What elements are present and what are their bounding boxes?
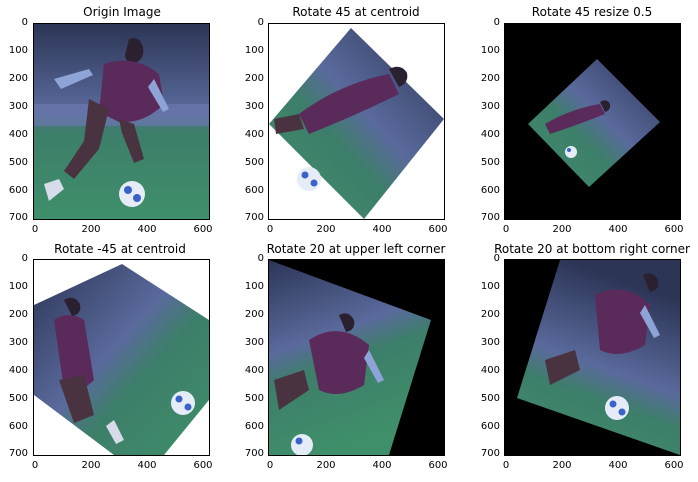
image-svg xyxy=(34,24,209,219)
y-tick-label: 500 xyxy=(8,393,28,404)
x-tick-label: 600 xyxy=(428,460,448,471)
image-svg xyxy=(528,59,660,187)
y-tick-label: 700 xyxy=(480,448,500,459)
image-svg xyxy=(34,264,209,455)
image-svg xyxy=(269,24,444,219)
x-tick-label: 200 xyxy=(316,224,336,235)
x-tick-label: 400 xyxy=(372,224,392,235)
x-tick-label: 600 xyxy=(664,460,684,471)
y-tick-label: 400 xyxy=(244,365,264,376)
y-tick-label: 600 xyxy=(8,185,28,196)
y-tick-label: 500 xyxy=(480,157,500,168)
y-tick-label: 600 xyxy=(244,185,264,196)
x-tick-label: 400 xyxy=(137,224,157,235)
y-tick-label: 100 xyxy=(8,45,28,56)
y-tick-label: 600 xyxy=(8,421,28,432)
image-axes xyxy=(33,259,210,456)
image-content xyxy=(269,24,444,219)
y-tick-label: 600 xyxy=(480,421,500,432)
y-tick-label: 200 xyxy=(8,309,28,320)
y-tick-label: 300 xyxy=(480,337,500,348)
y-tick-label: 0 xyxy=(493,17,500,28)
y-tick-label: 500 xyxy=(244,393,264,404)
x-tick-label: 600 xyxy=(193,460,213,471)
y-tick-label: 300 xyxy=(480,101,500,112)
y-tick-label: 400 xyxy=(480,365,500,376)
y-tick-label: 100 xyxy=(244,281,264,292)
subplot-title: Rotate 20 at bottom right corner xyxy=(494,242,690,256)
image-axes xyxy=(504,259,681,456)
x-tick-label: 0 xyxy=(266,224,274,235)
x-tick-label: 0 xyxy=(31,224,39,235)
y-tick-label: 200 xyxy=(480,73,500,84)
y-tick-label: 700 xyxy=(244,212,264,223)
subplot-title: Rotate 20 at upper left corner xyxy=(266,242,446,256)
x-tick-label: 0 xyxy=(502,460,510,471)
x-tick-label: 200 xyxy=(552,460,572,471)
x-tick-label: 200 xyxy=(552,224,572,235)
y-tick-label: 700 xyxy=(8,448,28,459)
x-tick-label: 0 xyxy=(502,224,510,235)
subplot-title: Rotate 45 resize 0.5 xyxy=(531,5,653,19)
x-tick-label: 400 xyxy=(137,460,157,471)
y-tick-label: 0 xyxy=(493,253,500,264)
image-content xyxy=(505,260,680,455)
image-content xyxy=(269,260,444,455)
image-axes xyxy=(33,23,210,220)
x-tick-label: 600 xyxy=(193,224,213,235)
y-tick-label: 700 xyxy=(8,212,28,223)
y-tick-label: 400 xyxy=(244,129,264,140)
y-tick-label: 400 xyxy=(8,365,28,376)
y-tick-label: 200 xyxy=(8,73,28,84)
y-tick-label: 300 xyxy=(8,101,28,112)
y-tick-label: 100 xyxy=(480,45,500,56)
y-tick-label: 700 xyxy=(244,448,264,459)
y-tick-label: 500 xyxy=(8,157,28,168)
x-tick-label: 200 xyxy=(81,460,101,471)
y-tick-label: 0 xyxy=(21,17,28,28)
y-tick-label: 700 xyxy=(480,212,500,223)
y-tick-label: 500 xyxy=(480,393,500,404)
y-tick-label: 100 xyxy=(8,281,28,292)
x-tick-label: 0 xyxy=(266,460,274,471)
subplot-title: Rotate 45 at centroid xyxy=(292,5,420,19)
x-tick-label: 0 xyxy=(31,460,39,471)
x-tick-label: 400 xyxy=(608,460,628,471)
y-tick-label: 200 xyxy=(244,73,264,84)
x-tick-label: 200 xyxy=(81,224,101,235)
y-tick-label: 300 xyxy=(8,337,28,348)
image-axes xyxy=(268,259,445,456)
subplot-title: Rotate -45 at centroid xyxy=(54,242,186,256)
y-tick-label: 100 xyxy=(480,281,500,292)
y-tick-label: 300 xyxy=(244,101,264,112)
y-tick-label: 600 xyxy=(244,421,264,432)
y-tick-label: 200 xyxy=(480,309,500,320)
y-tick-label: 500 xyxy=(244,157,264,168)
x-tick-label: 400 xyxy=(608,224,628,235)
y-tick-label: 100 xyxy=(244,45,264,56)
x-tick-label: 200 xyxy=(316,460,336,471)
subplot-title: Origin Image xyxy=(83,5,161,19)
image-svg xyxy=(269,260,431,455)
x-tick-label: 400 xyxy=(372,460,392,471)
x-tick-label: 600 xyxy=(664,224,684,235)
image-content xyxy=(34,24,209,219)
y-tick-label: 0 xyxy=(21,253,28,264)
image-content xyxy=(505,24,680,219)
y-tick-label: 300 xyxy=(244,337,264,348)
y-tick-label: 400 xyxy=(8,129,28,140)
x-tick-label: 600 xyxy=(428,224,448,235)
image-svg xyxy=(517,260,680,455)
y-tick-label: 0 xyxy=(257,17,264,28)
image-content xyxy=(34,260,209,455)
image-axes xyxy=(504,23,681,220)
y-tick-label: 200 xyxy=(244,309,264,320)
y-tick-label: 0 xyxy=(257,253,264,264)
image-axes xyxy=(268,23,445,220)
y-tick-label: 600 xyxy=(480,185,500,196)
y-tick-label: 400 xyxy=(480,129,500,140)
